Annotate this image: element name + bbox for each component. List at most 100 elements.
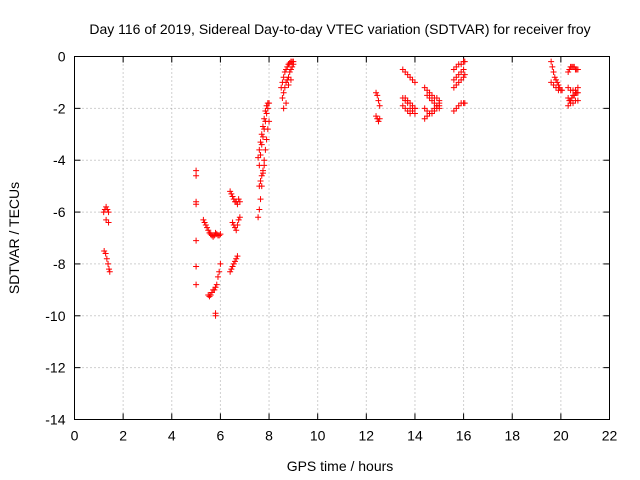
data-point — [213, 281, 220, 288]
x-tick-label: 8 — [265, 428, 273, 444]
data-point — [574, 66, 581, 73]
data-point — [261, 162, 268, 169]
data-point — [206, 293, 213, 300]
data-point — [257, 196, 264, 203]
data-point — [214, 273, 221, 280]
data-point — [460, 74, 467, 81]
data-point — [230, 260, 237, 267]
x-axis: 0 2 4 6 8 10 12 14 16 18 20 22 — [71, 56, 618, 444]
y-tick-label: -12 — [45, 360, 65, 376]
data-point — [266, 100, 273, 107]
data-point — [554, 79, 561, 86]
data-point — [193, 201, 200, 208]
x-tick-label: 2 — [119, 428, 127, 444]
data-point — [204, 224, 211, 231]
data-point — [287, 66, 294, 73]
data-point — [256, 183, 263, 190]
y-axis: 0 -2 -4 -6 -8 -10 -12 -14 — [45, 49, 610, 428]
data-point — [202, 222, 209, 229]
data-point — [256, 206, 263, 213]
data-point — [212, 284, 219, 291]
data-point — [258, 172, 265, 179]
data-point — [234, 222, 241, 229]
data-point — [234, 253, 241, 260]
data-point — [105, 219, 112, 226]
y-tick-label: 0 — [58, 49, 66, 65]
x-tick-label: 10 — [310, 428, 326, 444]
x-tick-label: 16 — [456, 428, 472, 444]
x-tick-label: 22 — [602, 428, 618, 444]
x-tick: 6 — [217, 56, 225, 444]
x-tick: 20 — [553, 56, 569, 444]
data-point — [565, 69, 572, 76]
data-point — [229, 219, 236, 226]
data-point — [289, 63, 296, 70]
data-point — [550, 69, 557, 76]
y-tick-label: -6 — [53, 204, 66, 220]
x-tick-label: 18 — [504, 428, 520, 444]
y-tick: -6 — [53, 204, 610, 220]
data-point — [259, 167, 266, 174]
data-point — [103, 255, 110, 262]
x-tick: 22 — [602, 56, 618, 444]
data-point — [236, 198, 243, 205]
data-point — [216, 232, 223, 239]
data-point — [233, 227, 240, 234]
data-point — [436, 100, 443, 107]
data-point — [262, 146, 269, 153]
y-tick: -10 — [45, 308, 610, 324]
data-point — [101, 247, 108, 254]
data-point — [376, 102, 383, 109]
data-point — [200, 216, 207, 223]
data-point — [411, 79, 418, 86]
data-point — [216, 268, 223, 275]
data-point — [404, 100, 411, 107]
grid — [74, 56, 610, 420]
data-point — [210, 233, 217, 240]
data-point — [255, 214, 262, 221]
y-tick-label: -4 — [53, 152, 66, 168]
data-point — [551, 74, 558, 81]
data-point — [106, 266, 113, 273]
data-point — [256, 146, 263, 153]
data-point — [212, 312, 219, 319]
data-point — [235, 196, 242, 203]
y-tick-label: -10 — [45, 308, 65, 324]
data-point — [105, 260, 112, 267]
data-point — [574, 84, 581, 91]
data-point — [548, 58, 555, 65]
data-point — [461, 71, 468, 78]
data-point — [227, 188, 234, 195]
data-point — [211, 286, 218, 293]
x-tick: 10 — [310, 56, 326, 444]
data-point — [574, 97, 581, 104]
x-tick-label: 14 — [407, 428, 423, 444]
data-point — [286, 69, 293, 76]
data-point — [259, 133, 266, 140]
data-point — [205, 227, 212, 234]
data-point — [201, 219, 208, 226]
y-tick: -4 — [53, 152, 610, 168]
x-tick-label: 0 — [71, 428, 79, 444]
data-point — [549, 63, 556, 70]
data-point — [281, 84, 288, 91]
data-point — [235, 216, 242, 223]
data-point — [261, 115, 268, 122]
data-point — [373, 113, 380, 120]
data-point — [461, 58, 468, 65]
data-point — [373, 89, 380, 96]
data-point — [193, 172, 200, 179]
y-tick: -12 — [45, 360, 610, 376]
data-point — [257, 177, 264, 184]
data-point — [290, 61, 297, 68]
y-axis-label: SDTVAR / TECUs — [6, 182, 22, 294]
y-tick: -14 — [45, 412, 610, 428]
data-point — [285, 82, 292, 89]
data-point — [280, 105, 287, 112]
data-point — [105, 209, 112, 216]
y-tick: -2 — [53, 100, 610, 116]
data-point — [411, 105, 418, 112]
data-point — [104, 206, 111, 213]
data-point — [232, 258, 238, 265]
